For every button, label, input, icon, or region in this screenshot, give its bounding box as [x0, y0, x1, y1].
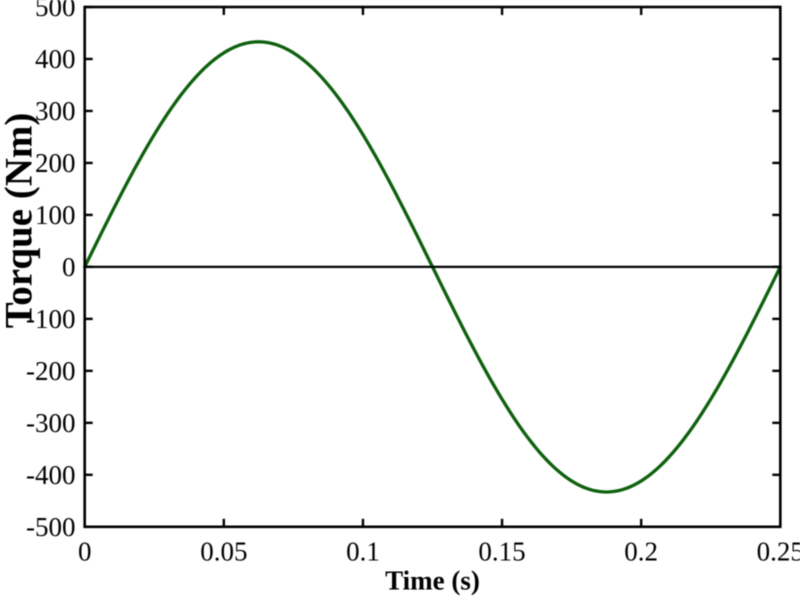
svg-text:0.05: 0.05: [200, 537, 247, 567]
svg-text:-300: -300: [26, 408, 76, 438]
svg-text:0.2: 0.2: [624, 537, 658, 567]
svg-text:300: 300: [35, 96, 76, 126]
svg-text:0.15: 0.15: [478, 537, 525, 567]
svg-text:400: 400: [35, 44, 76, 74]
svg-text:0: 0: [62, 252, 76, 282]
svg-text:-100: -100: [26, 304, 76, 334]
svg-text:-500: -500: [26, 512, 76, 542]
svg-text:100: 100: [35, 200, 76, 230]
svg-text:0.25: 0.25: [757, 537, 800, 567]
svg-text:-200: -200: [26, 356, 76, 386]
svg-text:Time (s): Time (s): [385, 566, 480, 596]
svg-text:500: 500: [35, 0, 76, 22]
svg-text:0: 0: [78, 537, 92, 567]
svg-text:200: 200: [35, 148, 76, 178]
svg-text:-400: -400: [26, 460, 76, 490]
svg-text:0.1: 0.1: [346, 537, 380, 567]
svg-text:Torque (Nm): Torque (Nm): [0, 113, 41, 329]
